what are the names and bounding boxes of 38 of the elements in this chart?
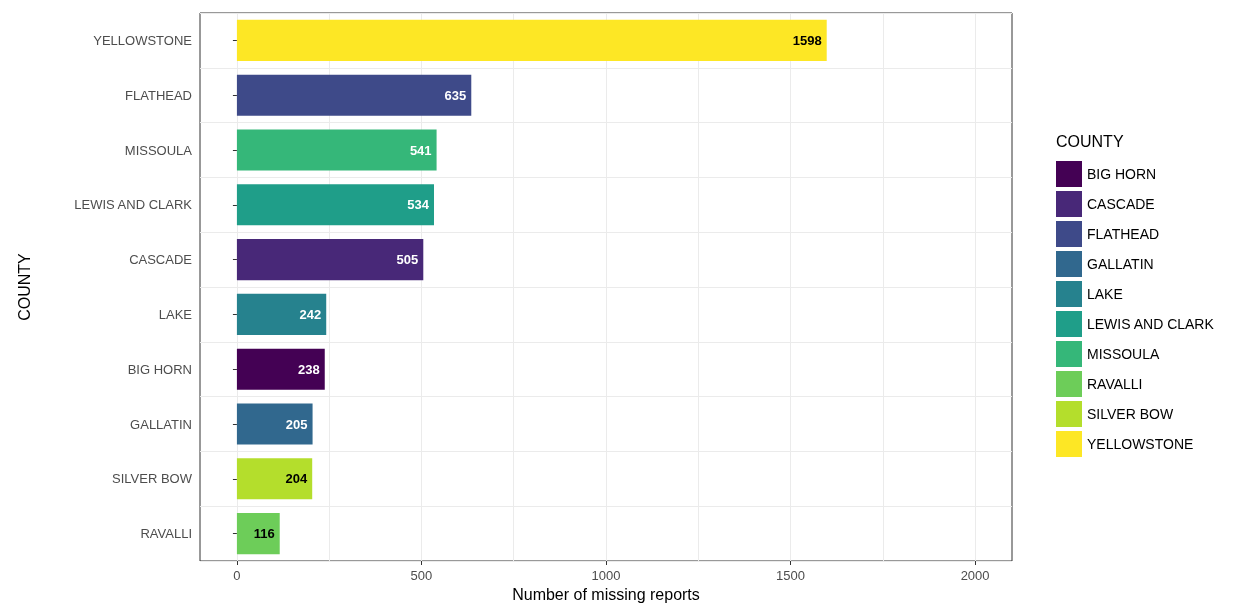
legend-label: LAKE [1087, 286, 1123, 302]
y-tick-label: LEWIS AND CLARK [74, 197, 193, 213]
x-tick-label: 1500 [776, 568, 806, 583]
legend-label: YELLOWSTONE [1087, 436, 1194, 452]
data-label: 541 [409, 142, 432, 158]
data-label: 534 [407, 197, 430, 213]
data-label: 505 [396, 252, 419, 268]
legend-label: SILVER BOW [1087, 406, 1174, 422]
y-tick-label: SILVER BOW [112, 471, 193, 487]
data-label: 1598 [792, 32, 822, 48]
x-tick-label: 500 [410, 568, 433, 583]
x-tick-label: 2000 [960, 568, 990, 583]
data-label: 635 [444, 87, 467, 103]
y-tick-label: BIG HORN [127, 361, 192, 377]
y-tick-label: MISSOULA [124, 142, 193, 158]
data-label: 116 [253, 526, 275, 542]
x-tick-label: 0 [233, 568, 241, 583]
legend-label: GALLATIN [1087, 256, 1154, 272]
data-label: 242 [299, 306, 322, 322]
legend-label: MISSOULA [1087, 346, 1161, 362]
data-label: 204 [285, 471, 308, 487]
x-axis-title: Number of missing reports [512, 586, 700, 604]
y-tick-label: LAKE [158, 306, 193, 322]
legend-label: FLATHEAD [1087, 226, 1160, 242]
legend-label: RAVALLI [1087, 376, 1143, 392]
legend-label: BIG HORN [1087, 166, 1157, 182]
y-tick-label: GALLATIN [130, 416, 192, 432]
legend-label: LEWIS AND CLARK [1087, 316, 1215, 332]
y-tick-label: FLATHEAD [125, 87, 192, 103]
y-tick-label: CASCADE [129, 252, 193, 268]
legend-label: CASCADE [1087, 196, 1155, 212]
x-tick-label: 1000 [591, 568, 621, 583]
y-axis-title: COUNTY [15, 252, 33, 321]
legend-title: COUNTY [1056, 132, 1124, 150]
data-label: 238 [298, 361, 320, 377]
data-label: 205 [285, 416, 308, 432]
y-tick-label: RAVALLI [140, 526, 192, 542]
y-tick-label: YELLOWSTONE [93, 32, 193, 48]
